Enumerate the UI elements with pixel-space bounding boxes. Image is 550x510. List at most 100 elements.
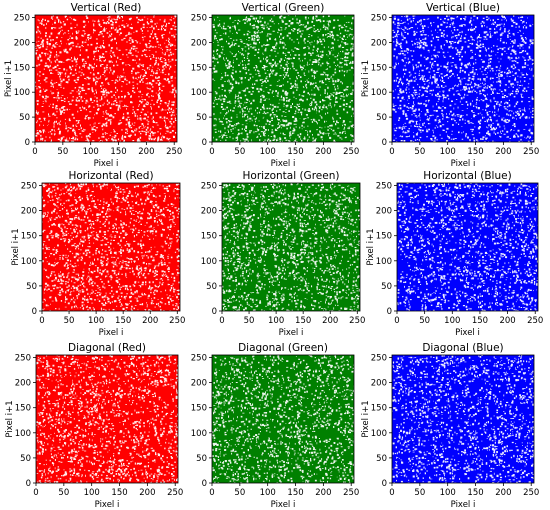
x-tick-label: 100 bbox=[83, 147, 99, 157]
x-tick-label: 0 bbox=[209, 488, 214, 498]
subplot-9: 0 50 100 150 200 250 0 50 100 150 200 250 Diagonal (… bbox=[361, 342, 539, 510]
y-axis-label: Pixel i+1 bbox=[11, 228, 21, 265]
y-tick-label: 50 bbox=[19, 113, 30, 123]
y-tick-label: 50 bbox=[196, 454, 207, 464]
scatter-texture bbox=[392, 15, 534, 142]
x-tick-label: 0 bbox=[394, 316, 399, 326]
y-tick-label: 50 bbox=[196, 113, 207, 123]
y-tick-label: 200 bbox=[21, 207, 37, 217]
axes-frame bbox=[211, 354, 355, 484]
x-tick-label: 150 bbox=[115, 316, 131, 326]
axes-frame bbox=[34, 14, 178, 143]
y-tick-label: 250 bbox=[371, 13, 387, 23]
y-tick-label: 50 bbox=[381, 282, 392, 292]
scatter-texture bbox=[36, 355, 178, 483]
y-tick-label: 0 bbox=[202, 138, 207, 148]
x-axis-label: Pixel i bbox=[95, 500, 120, 510]
scatter-points-fill bbox=[397, 183, 538, 311]
y-tick-label: 0 bbox=[212, 307, 217, 317]
x-tick-label: 250 bbox=[166, 147, 182, 157]
y-tick-label: 150 bbox=[376, 232, 392, 242]
subplot-title: Vertical (Green) bbox=[242, 2, 325, 14]
x-tick-label: 100 bbox=[260, 147, 276, 157]
y-tick-label: 250 bbox=[376, 182, 392, 192]
axes-frame bbox=[35, 354, 179, 484]
y-tick-label: 200 bbox=[191, 38, 207, 48]
x-tick-label: 150 bbox=[287, 147, 303, 157]
x-tick-label: 100 bbox=[88, 316, 104, 326]
subplot-title: Vertical (Red) bbox=[71, 2, 142, 14]
x-tick-label: 150 bbox=[287, 488, 303, 498]
y-tick-label: 100 bbox=[371, 88, 387, 98]
x-tick-label: 0 bbox=[32, 147, 37, 157]
y-axis-label: Pixel i+1 bbox=[361, 60, 371, 97]
subplot-3: 0 50 100 150 200 250 0 50 100 150 200 250 Vertical (… bbox=[361, 2, 539, 169]
y-tick-label: 0 bbox=[26, 479, 31, 489]
y-tick-label: 150 bbox=[15, 404, 31, 414]
y-tick-label: 100 bbox=[15, 429, 31, 439]
x-tick-label: 250 bbox=[343, 147, 359, 157]
y-axis-label: Pixel i+1 bbox=[4, 60, 14, 97]
y-tick-label: 150 bbox=[14, 63, 30, 73]
x-tick-label: 150 bbox=[467, 488, 483, 498]
x-tick-label: 150 bbox=[467, 147, 483, 157]
y-tick-label: 0 bbox=[382, 479, 387, 489]
x-tick-label: 50 bbox=[414, 488, 425, 498]
x-tick-label: 50 bbox=[64, 316, 75, 326]
axes-frame bbox=[391, 14, 535, 143]
x-tick-label: 250 bbox=[169, 316, 185, 326]
y-tick-label: 200 bbox=[201, 207, 217, 217]
subplot-1: 0 50 100 150 200 250 0 50 100 150 200 250 Vertical (… bbox=[4, 2, 182, 169]
x-tick-label: 250 bbox=[527, 316, 543, 326]
subplot-4: 0 50 100 150 200 250 0 50 100 150 200 250 Horizontal… bbox=[11, 170, 185, 338]
axes-frame bbox=[221, 182, 361, 312]
x-tick-label: 200 bbox=[322, 316, 338, 326]
subplot-title: Horizontal (Green) bbox=[243, 170, 340, 182]
x-tick-label: 150 bbox=[111, 488, 127, 498]
subplot-2: 0 50 100 150 200 250 0 50 100 150 200 250 Vertical (… bbox=[191, 2, 360, 169]
y-tick-label: 150 bbox=[201, 232, 217, 242]
x-tick-label: 200 bbox=[139, 488, 155, 498]
x-tick-label: 0 bbox=[389, 147, 394, 157]
y-tick-label: 0 bbox=[25, 138, 30, 148]
scatter-texture bbox=[392, 355, 534, 483]
y-tick-label: 200 bbox=[14, 38, 30, 48]
y-tick-label: 150 bbox=[191, 404, 207, 414]
x-tick-label: 200 bbox=[495, 147, 511, 157]
y-tick-label: 0 bbox=[202, 479, 207, 489]
y-tick-label: 150 bbox=[371, 404, 387, 414]
subplot-8: 0 50 100 150 200 250 0 50 100 150 200 250 Diagonal (… bbox=[191, 342, 360, 510]
y-axis-label: Pixel i+1 bbox=[361, 400, 371, 437]
x-tick-label: 200 bbox=[499, 316, 515, 326]
subplot-6: 0 50 100 150 200 250 0 50 100 150 200 250 Horizontal… bbox=[366, 170, 543, 338]
x-axis-label: Pixel i bbox=[271, 500, 296, 510]
subplot-title: Horizontal (Blue) bbox=[423, 170, 511, 182]
y-tick-label: 200 bbox=[191, 379, 207, 389]
axes-frame bbox=[391, 354, 535, 484]
y-tick-label: 200 bbox=[371, 379, 387, 389]
y-tick-label: 250 bbox=[15, 354, 31, 364]
y-tick-label: 0 bbox=[32, 307, 37, 317]
y-tick-label: 100 bbox=[191, 429, 207, 439]
x-tick-label: 150 bbox=[110, 147, 126, 157]
x-tick-label: 200 bbox=[495, 488, 511, 498]
x-tick-label: 200 bbox=[138, 147, 154, 157]
subplot-title: Diagonal (Green) bbox=[238, 342, 328, 354]
y-tick-label: 250 bbox=[14, 13, 30, 23]
y-tick-label: 150 bbox=[191, 63, 207, 73]
x-tick-label: 250 bbox=[523, 488, 539, 498]
x-axis-label: Pixel i bbox=[451, 500, 476, 510]
y-tick-label: 50 bbox=[26, 282, 37, 292]
x-tick-label: 250 bbox=[343, 488, 359, 498]
x-axis-label: Pixel i bbox=[455, 328, 480, 338]
subplot-title: Diagonal (Red) bbox=[68, 342, 146, 354]
y-tick-label: 100 bbox=[376, 257, 392, 267]
scatter-texture bbox=[212, 15, 354, 142]
y-tick-label: 50 bbox=[376, 454, 387, 464]
subplot-title: Vertical (Blue) bbox=[426, 2, 500, 14]
x-tick-label: 100 bbox=[260, 488, 276, 498]
y-tick-label: 100 bbox=[191, 88, 207, 98]
y-tick-label: 150 bbox=[371, 63, 387, 73]
subplot-7: 0 50 100 150 200 250 0 50 100 150 200 250 Diagonal (… bbox=[5, 342, 183, 510]
x-tick-label: 50 bbox=[414, 147, 425, 157]
